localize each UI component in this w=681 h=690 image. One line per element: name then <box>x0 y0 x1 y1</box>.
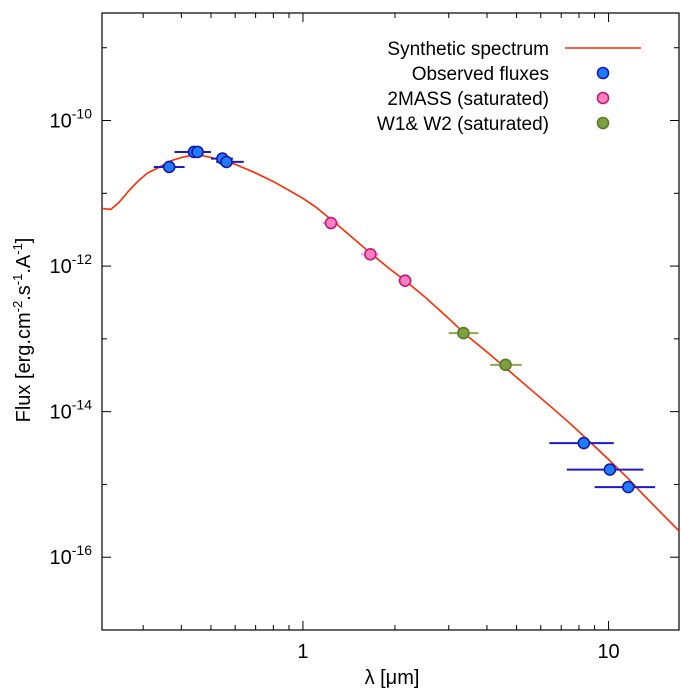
observed-fluxes-point <box>577 436 591 450</box>
observed-fluxes-point <box>162 160 176 174</box>
y-tick-label: 10-12 <box>50 251 93 278</box>
legend-label: Synthetic spectrum <box>387 39 549 60</box>
observed-fluxes-point <box>220 155 233 169</box>
2mass-saturated-point <box>398 274 412 287</box>
y-tick-label: 10-16 <box>50 542 93 569</box>
legend-marker-swatch <box>596 116 610 130</box>
synthetic-spectrum-line <box>102 154 679 532</box>
legend-marker-swatch <box>596 91 610 105</box>
legend-label: 2MASS (saturated) <box>387 89 549 110</box>
plot-border <box>101 12 680 631</box>
plot-frame <box>101 12 680 631</box>
legend-marker-swatch <box>596 66 610 80</box>
spectrum-layer <box>102 154 679 532</box>
legend-label: W1& W2 (saturated) <box>377 114 549 135</box>
x-tick-label: 10 <box>597 641 619 663</box>
points-layer <box>153 145 656 494</box>
y-axis-label: Flux [erg.cm-2.s-1.A-1] <box>10 238 35 423</box>
observed-fluxes-point <box>191 145 204 159</box>
2mass-saturated-point <box>364 248 377 261</box>
axis-ticks: 1 10 10-16 10-14 10-12 10-10 <box>50 13 679 663</box>
y-tick-label: 10-10 <box>50 106 93 133</box>
w1-w2-saturated-point <box>499 358 512 372</box>
observed-fluxes-point <box>603 463 617 476</box>
observed-fluxes-point <box>621 480 635 494</box>
legend-label: Observed fluxes <box>412 64 549 85</box>
x-tick-label: 1 <box>297 641 308 663</box>
y-tick-label: 10-14 <box>50 397 93 424</box>
x-axis-label: λ [μm] <box>365 667 420 689</box>
2mass-saturated-point <box>324 216 338 230</box>
w1-w2-saturated-point <box>457 326 470 340</box>
legend: Synthetic spectrum Observed fluxes 2MASS (… <box>377 39 641 135</box>
